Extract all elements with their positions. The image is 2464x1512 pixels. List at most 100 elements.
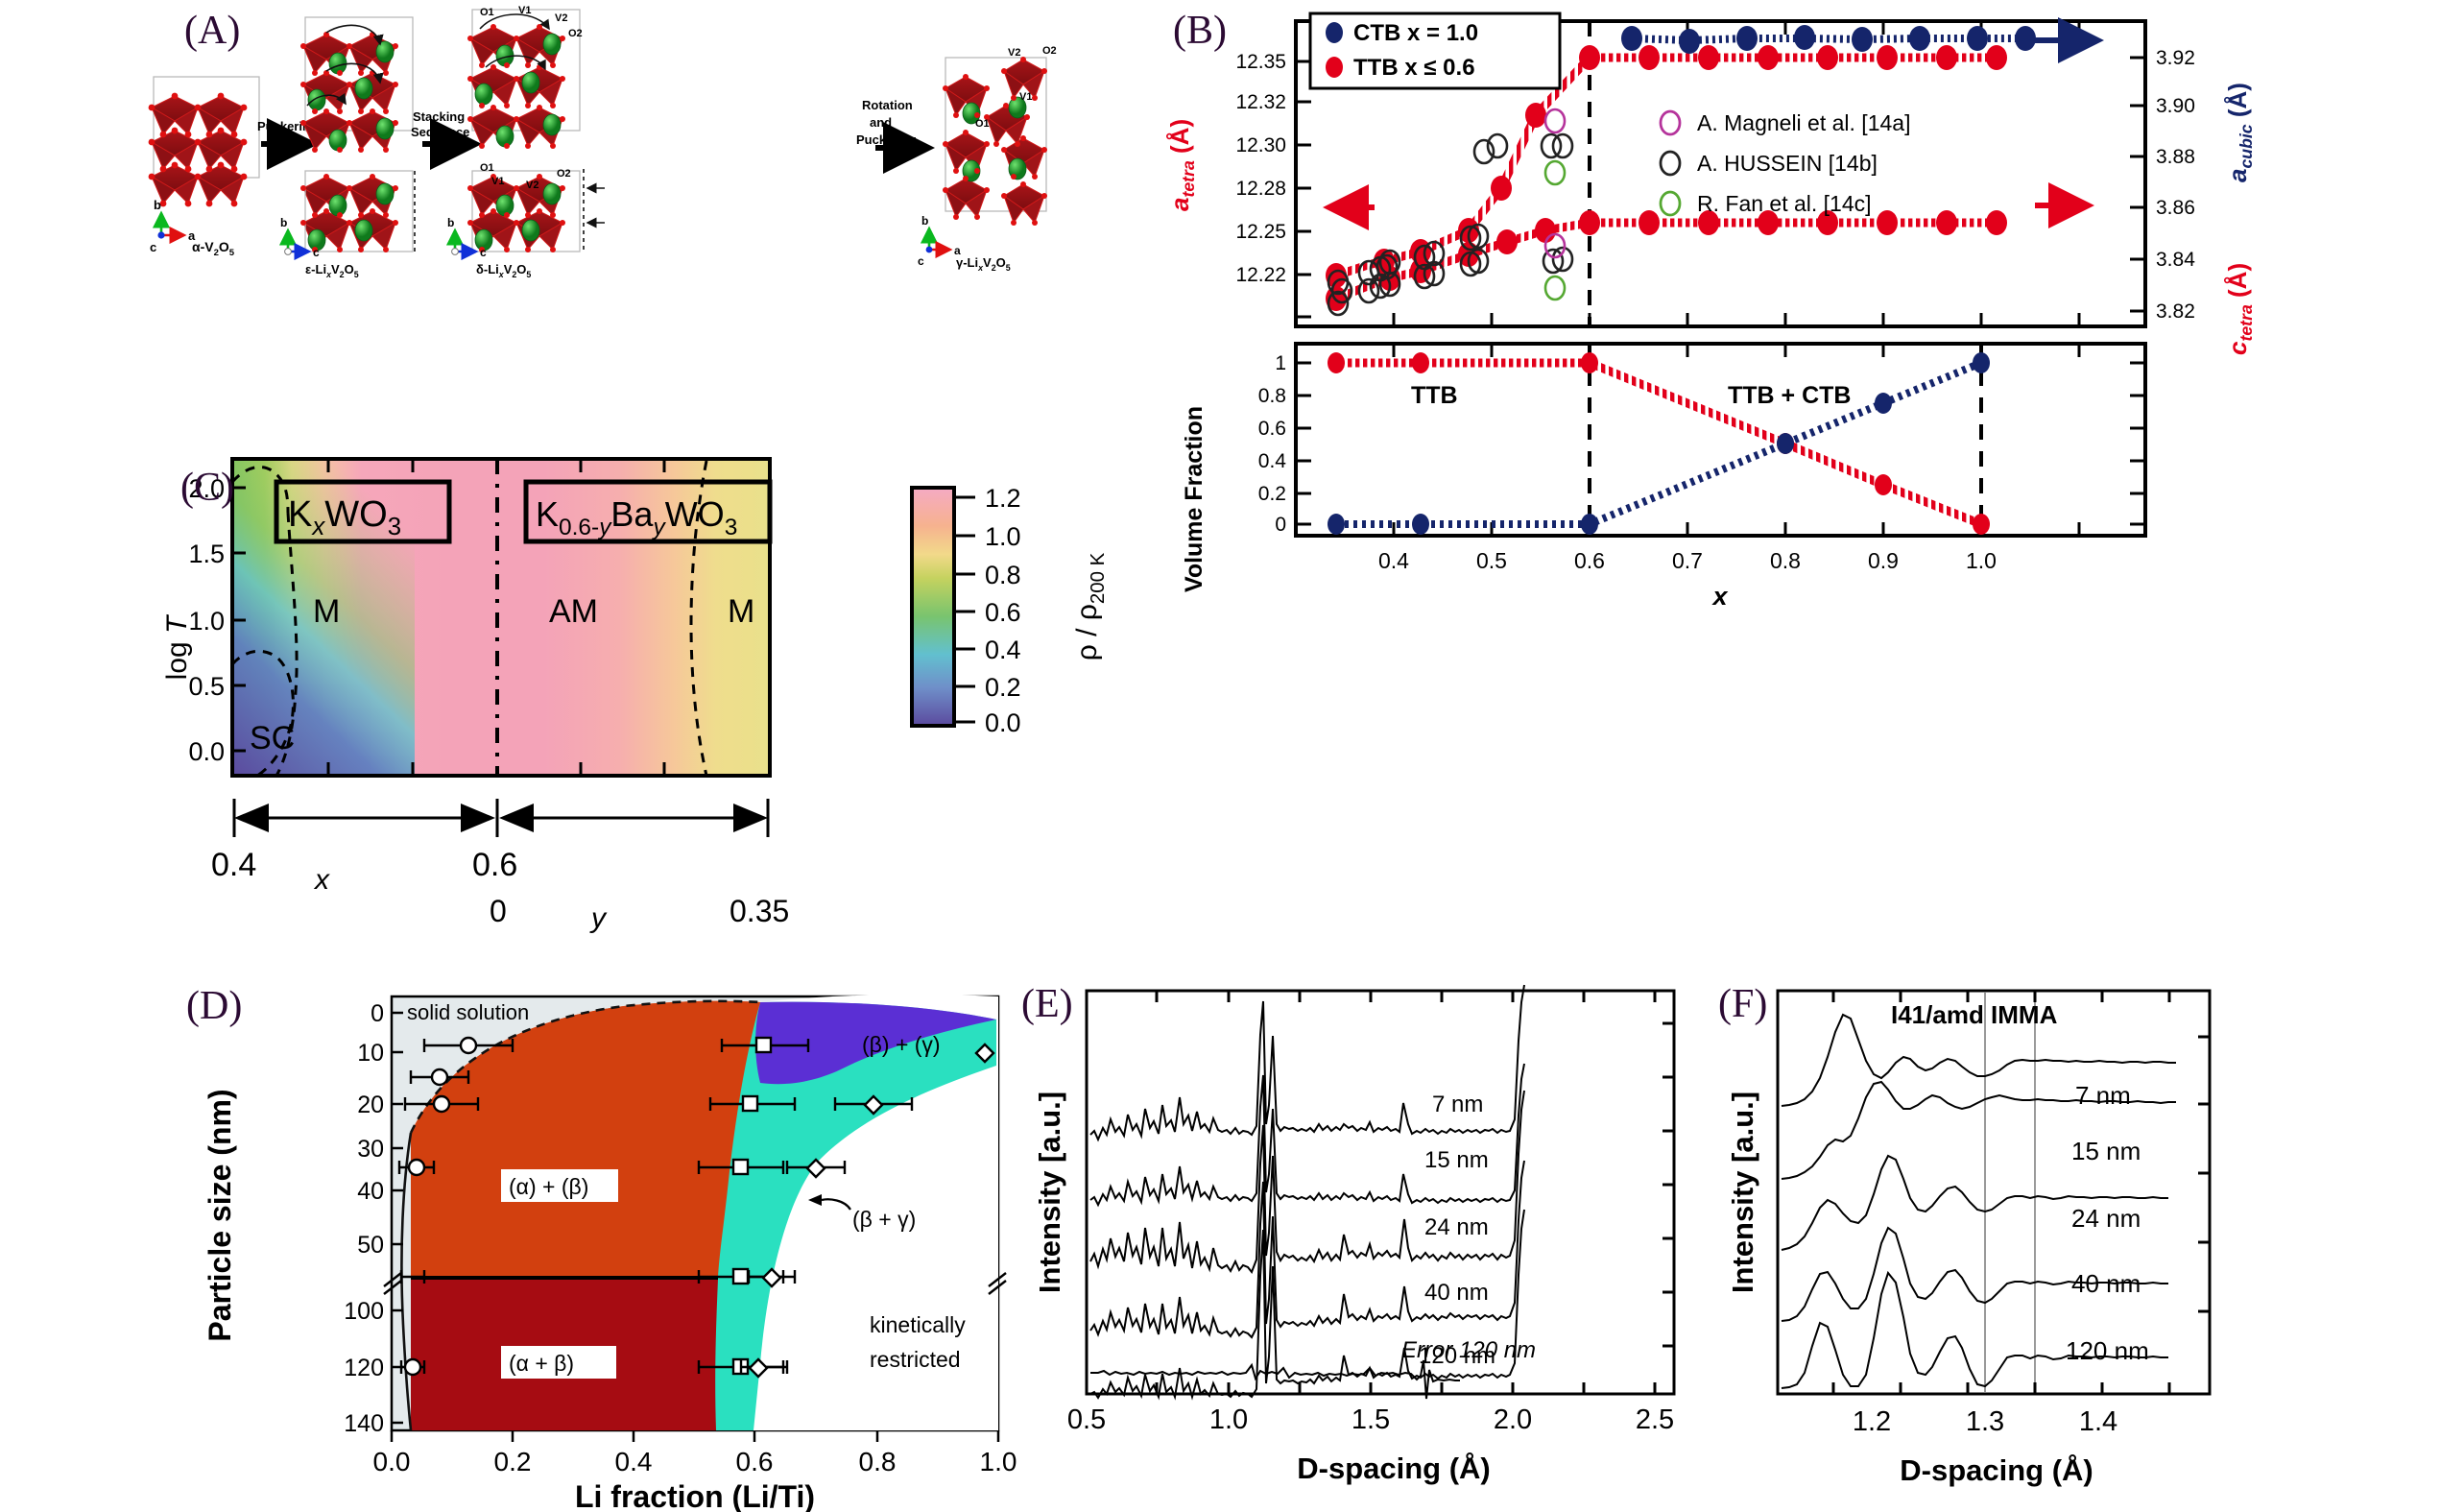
svg-text:0.5: 0.5 bbox=[1476, 548, 1507, 573]
series-ctb-volfrac-line bbox=[1336, 359, 1983, 528]
svg-text:0.2: 0.2 bbox=[985, 673, 1021, 702]
legend-marker-hussein bbox=[1659, 150, 1682, 177]
svg-text:50: 50 bbox=[357, 1232, 384, 1259]
region-alpha-beta-paren bbox=[411, 1000, 760, 1277]
phase-label-am: AM bbox=[549, 593, 598, 630]
axes-triad-1: b a c bbox=[150, 198, 196, 254]
trace-error-120nm bbox=[1090, 1359, 1460, 1400]
svg-text:0.8: 0.8 bbox=[1258, 385, 1286, 407]
panel-a: (A) bbox=[0, 0, 1133, 288]
panel-c-heatmap-body bbox=[230, 457, 772, 778]
axes-triad-4: b a c bbox=[918, 214, 961, 268]
svg-text:12.28: 12.28 bbox=[1235, 178, 1286, 200]
trace-f-label-40nm: 40 nm bbox=[2071, 1269, 2141, 1298]
label-kinetically: kinetically bbox=[870, 1312, 966, 1337]
series-acubic-points bbox=[1621, 25, 2036, 54]
label-delta-lixv2o5: δ-LixV2O5 bbox=[476, 262, 531, 279]
panel-c-range-arrows bbox=[232, 799, 770, 837]
panel-e-ylabel: Intensity [a.u.] bbox=[1033, 1092, 1066, 1293]
panel-f-traces bbox=[1781, 1013, 2176, 1389]
legend-label-fan: R. Fan et al. [14c] bbox=[1697, 191, 1872, 216]
structure-gamma-lixv2o5: V2 O2 V1 O1 b a c γ-LixV2O5 bbox=[918, 45, 1057, 273]
trace-label-24nm: 24 nm bbox=[1424, 1214, 1489, 1240]
svg-text:0.0: 0.0 bbox=[373, 1447, 411, 1476]
panel-b-charts: 12.35 12.32 12.30 12.28 12.25 12.22 3.92… bbox=[1165, 12, 2256, 611]
panel-b-reference-legend: A. Magneli et al. [14a] A. HUSSEIN [14b]… bbox=[1659, 109, 1910, 217]
panel-b-xticklabels: 0.4 0.5 0.6 0.7 0.8 0.9 1.0 bbox=[1378, 548, 1997, 573]
formula-kbawo3: K0.6-yBayWO3 bbox=[536, 494, 737, 540]
svg-text:a: a bbox=[954, 244, 961, 257]
svg-text:12.22: 12.22 bbox=[1235, 264, 1286, 286]
svg-text:20: 20 bbox=[357, 1092, 384, 1118]
panel-b-main-legend: CTB x = 1.0 TTB x ≤ 0.6 bbox=[1308, 12, 1562, 90]
panel-b: (B) 12.35 12.32 12.30 bbox=[1133, 0, 2464, 970]
panel-f-xticklabels: 1.2 1.3 1.4 bbox=[1853, 1406, 2117, 1437]
range-label-x-end: 0.6 bbox=[472, 847, 517, 883]
trace-120nm bbox=[1089, 1209, 1525, 1401]
panel-d-ylabel: Particle size (nm) bbox=[203, 1089, 237, 1341]
region-label-ttb-ctb: TTB + CTB bbox=[1728, 382, 1851, 409]
range-var-y: y bbox=[589, 902, 608, 934]
panel-b-lower-axes: 1 0.8 0.6 0.4 0.2 0 bbox=[1258, 342, 2147, 538]
svg-text:0.2: 0.2 bbox=[494, 1447, 532, 1476]
panel-c: (C) bbox=[161, 442, 1133, 979]
legend-marker-ctb bbox=[1326, 22, 1343, 43]
panel-f-plot-frame bbox=[1776, 989, 2212, 1396]
svg-text:1: 1 bbox=[1275, 352, 1286, 374]
trace-label-7nm: 7 nm bbox=[1432, 1092, 1483, 1117]
panel-a-diagram: b a c α-V2O5 Puckering bbox=[148, 5, 1057, 279]
panel-c-phase-diagram: KxWO3 K0.6-yBayWO3 M AM M SC 2.0 1.5 1.0… bbox=[161, 457, 1109, 934]
panel-d-yticklabels: 0 10 20 30 40 50 100 120 140 bbox=[344, 1000, 384, 1437]
phase-label-sc: SC bbox=[250, 720, 295, 756]
svg-text:0.9: 0.9 bbox=[1868, 548, 1899, 573]
trace-7nm bbox=[1089, 984, 1525, 1142]
panel-f: (F) I41/amd IMMA 7 nm 15 nm 24 nm 40 nm … bbox=[1718, 960, 2464, 1512]
panel-f-label: (F) bbox=[1718, 982, 1768, 1026]
panel-d-label: (D) bbox=[186, 984, 243, 1028]
svg-text:1.2: 1.2 bbox=[985, 484, 1021, 513]
svg-text:0.2: 0.2 bbox=[1258, 483, 1286, 505]
svg-text:3.88: 3.88 bbox=[2156, 146, 2195, 168]
label-alpha-v2o5: α-V2O5 bbox=[192, 239, 235, 258]
panel-c-xticks bbox=[326, 459, 666, 776]
atom-label-o1: O1 bbox=[480, 7, 494, 18]
panel-e: (E) 7 nm 15 nm 24 nm 40 nm 120 nm Error … bbox=[1017, 960, 1747, 1512]
legend-marker-ttb bbox=[1326, 57, 1343, 78]
trace-f-15nm bbox=[1781, 1080, 2176, 1180]
svg-text:0.5: 0.5 bbox=[188, 672, 225, 701]
svg-text:3.92: 3.92 bbox=[2156, 47, 2195, 69]
axes-triad-3: b c bbox=[445, 216, 487, 261]
panel-c-colorbar: 1.2 1.0 0.8 0.6 0.4 0.2 0.0 ρ / ρ200 K bbox=[910, 484, 1109, 737]
trace-label-40nm: 40 nm bbox=[1424, 1280, 1489, 1306]
label-beta-gamma-paren: (β) + (γ) bbox=[862, 1032, 941, 1057]
legend-marker-magneli bbox=[1659, 109, 1682, 136]
svg-text:0.6: 0.6 bbox=[1258, 418, 1286, 440]
panel-d-yticks bbox=[392, 1011, 403, 1425]
panel-b-lower-ticklabels: 1 0.8 0.6 0.4 0.2 0 bbox=[1258, 352, 1287, 536]
arrow-stacking-sequence: Stacking Sequence bbox=[411, 109, 482, 170]
svg-text:1.0: 1.0 bbox=[985, 522, 1021, 551]
region-label-ttb: TTB bbox=[1411, 382, 1458, 409]
series-ttb-volfrac-points bbox=[1328, 352, 1990, 535]
trace-15nm bbox=[1089, 1063, 1525, 1208]
label-gamma-lixv2o5: γ-LixV2O5 bbox=[956, 255, 1011, 273]
svg-text:3.82: 3.82 bbox=[2156, 300, 2195, 323]
label-alpha-beta: (α + β) bbox=[509, 1351, 574, 1376]
panel-c-label: (C) bbox=[180, 466, 234, 510]
panel-b-right-ticklabels: 3.92 3.90 3.88 3.86 3.84 3.82 bbox=[2156, 47, 2195, 323]
arrow-label-stacking-2: Sequence bbox=[411, 125, 469, 139]
panel-c-yticklabels: 2.0 1.5 1.0 0.5 0.0 bbox=[188, 474, 225, 766]
arrow-label-rotation: Rotation bbox=[862, 98, 913, 112]
legend-label-magneli: A. Magneli et al. [14a] bbox=[1697, 110, 1910, 135]
range-label-x-start: 0.4 bbox=[211, 847, 256, 883]
trace-label-120nm: 120 nm bbox=[1419, 1343, 1495, 1369]
trace-f-7nm bbox=[1781, 1013, 2176, 1107]
panel-e-chart: 7 nm 15 nm 24 nm 40 nm 120 nm Error 120 … bbox=[1033, 984, 1676, 1485]
atom-label-v1-b: V1 bbox=[491, 176, 504, 187]
svg-text:0.5: 0.5 bbox=[1067, 1404, 1106, 1435]
panel-b-ylabel-right-bot: ctetra (Å) bbox=[2223, 263, 2256, 355]
atom-label-v1: V1 bbox=[518, 5, 531, 16]
svg-text:120: 120 bbox=[344, 1355, 384, 1381]
svg-text:b: b bbox=[280, 216, 287, 229]
panel-b-ylabel-right-top: acubic (Å) bbox=[2223, 83, 2256, 182]
